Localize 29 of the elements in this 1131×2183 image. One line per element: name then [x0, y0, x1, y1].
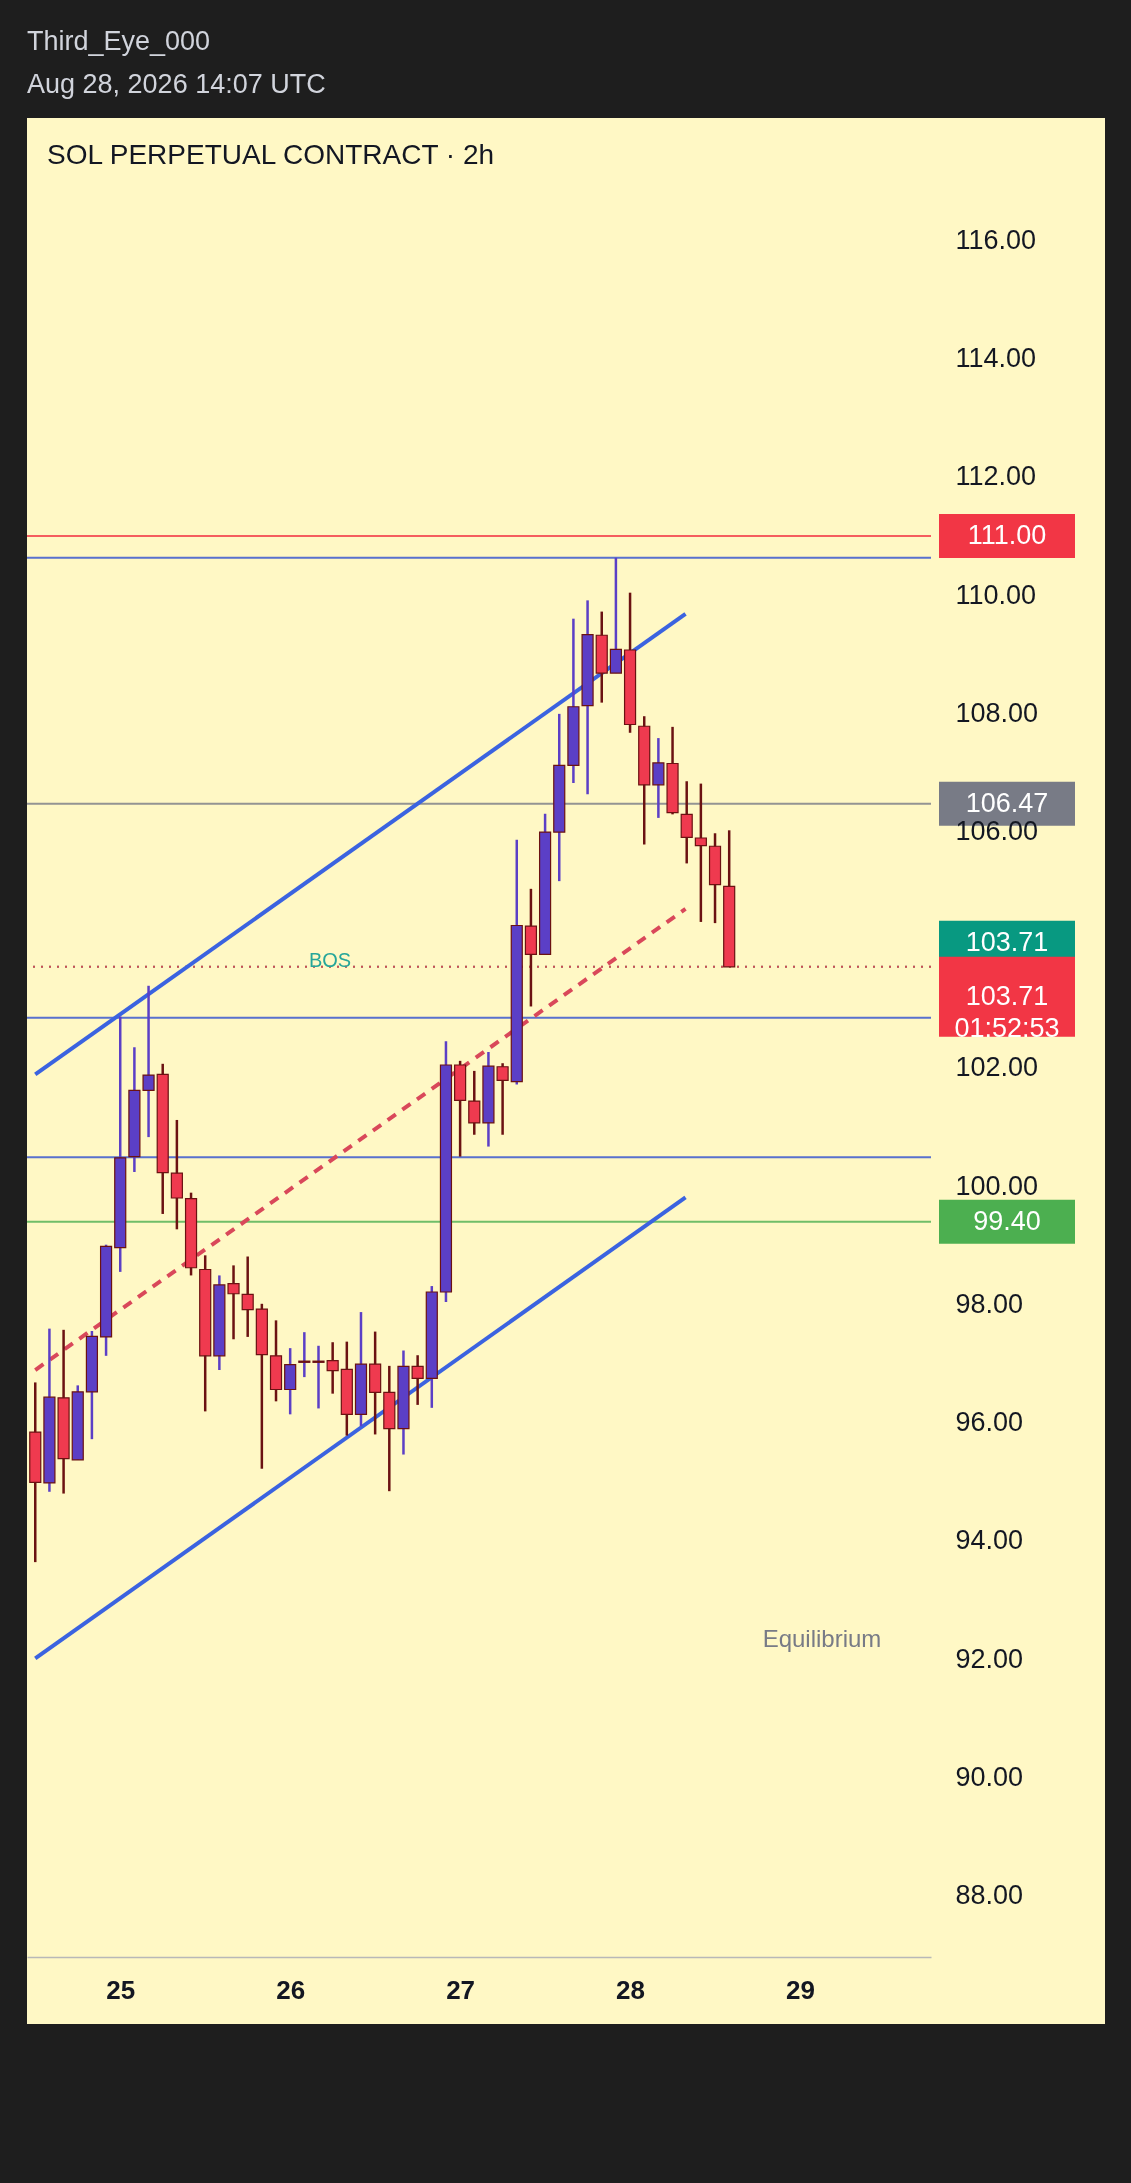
ref-line-label: 106.47: [965, 787, 1049, 818]
text: Aug 28, 2026 14:07 UTC: [27, 69, 326, 99]
y-tick-label: 96.00: [955, 1407, 1024, 1438]
x-tick-label: 27: [446, 1974, 476, 2005]
text: SOL PERPETUAL CONTRACT · 2h: [47, 139, 495, 170]
y-tick-label: 116.00: [955, 224, 1037, 255]
y-tick-label: 90.00: [955, 1761, 1024, 1792]
y-tick-label: 88.00: [955, 1880, 1024, 1911]
y-tick-label: 110.00: [955, 579, 1037, 610]
x-tick-label: 25: [106, 1974, 136, 2005]
annotation: BOS: [308, 949, 352, 971]
x-tick-label: 29: [786, 1974, 815, 2005]
ref-line-label: 99.40: [973, 1205, 1041, 1236]
y-tick-label: 94.00: [955, 1525, 1024, 1556]
y-tick-label: 108.00: [955, 697, 1039, 728]
ref-line-label: 111.00: [967, 519, 1047, 550]
y-tick-label: 98.00: [955, 1288, 1024, 1319]
y-tick-label: 102.00: [955, 1052, 1039, 1083]
y-tick-label: 114.00: [955, 343, 1037, 374]
y-tick-label: 92.00: [955, 1643, 1024, 1674]
ref-line-label: 103.71: [965, 926, 1049, 957]
ref-line-label: 103.71 01:52:53: [954, 980, 1060, 1043]
y-tick-label: 106.00: [955, 815, 1039, 846]
y-tick-label: 100.00: [955, 1170, 1039, 1201]
text: Third_Eye_000: [27, 26, 211, 56]
x-tick-label: 26: [276, 1974, 306, 2005]
y-tick-label: 112.00: [955, 461, 1037, 492]
annotation: Equilibrium: [762, 1625, 882, 1652]
x-tick-label: 28: [616, 1974, 646, 2005]
